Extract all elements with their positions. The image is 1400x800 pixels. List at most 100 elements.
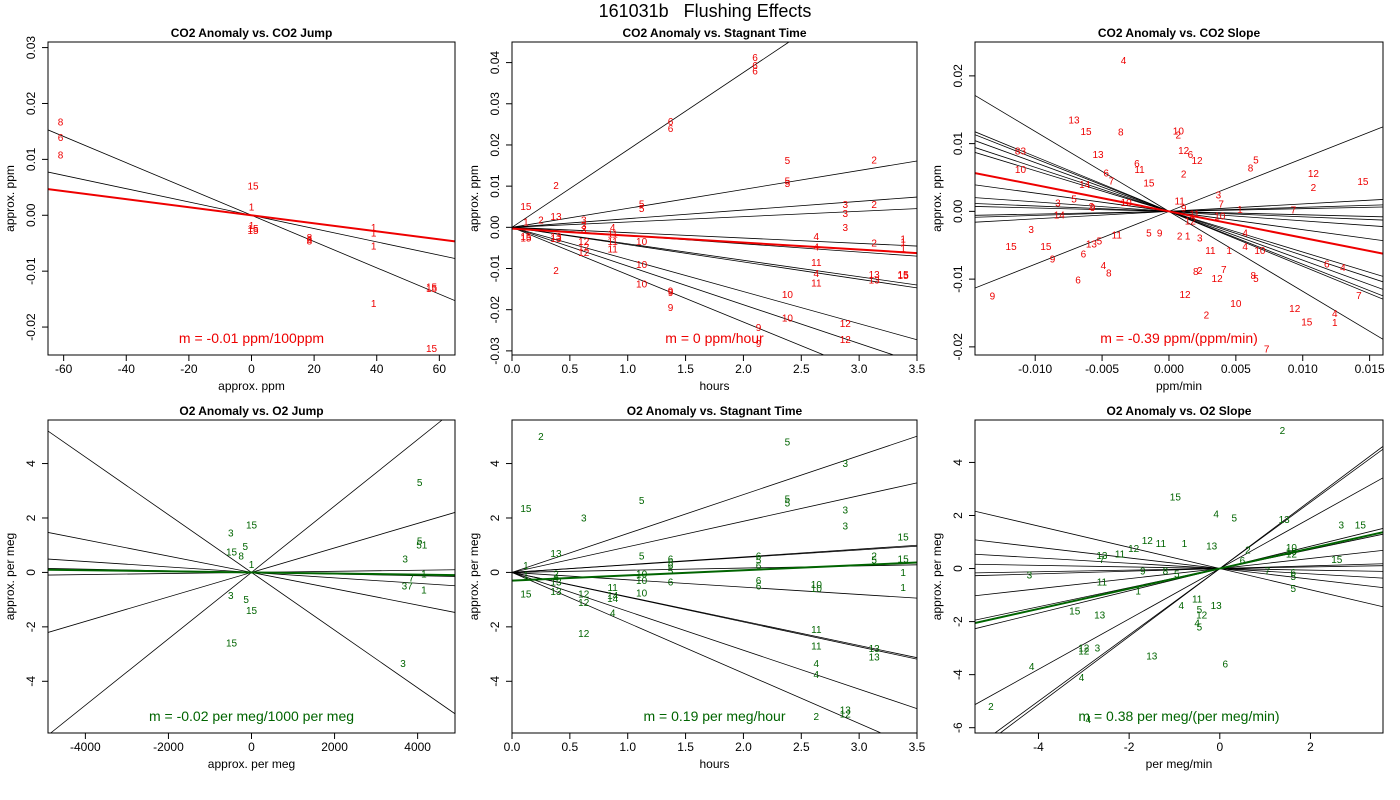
point-label: 7 <box>1221 265 1227 276</box>
point-label: 5 <box>243 595 249 606</box>
point-label: 5 <box>1097 237 1103 248</box>
point-label: 8 <box>238 552 244 563</box>
y-tick-label: -2 <box>488 621 502 632</box>
point-label: 11 <box>607 583 618 594</box>
point-label: 13 <box>869 652 881 663</box>
point-label: 5 <box>1232 514 1238 525</box>
point-label: 9 <box>1050 254 1056 265</box>
point-label: 4 <box>1213 510 1219 521</box>
point-label: 9 <box>1140 567 1146 578</box>
point-label: 1 <box>421 586 427 597</box>
y-tick-label: 2 <box>488 514 502 521</box>
regression-line <box>975 152 1383 277</box>
point-label: 1 <box>523 217 529 228</box>
point-label: 5 <box>1290 584 1296 595</box>
point-label: 6 <box>1075 275 1081 286</box>
y-axis-label: approx. per meg <box>930 533 944 620</box>
point-label: 10 <box>636 569 648 580</box>
x-tick-label: 0.010 <box>1288 362 1318 376</box>
point-label: 5 <box>668 558 674 569</box>
point-label: 4 <box>1340 263 1346 274</box>
y-tick-label: -4 <box>488 676 502 687</box>
x-tick-label: 2000 <box>321 740 348 754</box>
point-label: 2 <box>871 156 877 167</box>
point-label: 5 <box>1197 605 1203 616</box>
point-label: 12 <box>1179 290 1191 301</box>
x-tick-label: 0 <box>248 740 255 754</box>
point-label: 13 <box>550 232 562 243</box>
x-tick-label: 20 <box>307 362 321 376</box>
point-label: 9 <box>1157 229 1163 240</box>
point-label: 6 <box>1103 168 1109 179</box>
point-label: 13 <box>550 234 562 245</box>
regression-line <box>994 448 1383 733</box>
point-label: 6 <box>752 53 758 64</box>
point-label: 7 <box>1099 555 1105 566</box>
regression-line <box>975 95 1383 340</box>
point-label: 2 <box>1197 266 1203 277</box>
y-tick-label: 2 <box>951 512 965 519</box>
y-tick-label: -0.02 <box>24 313 38 341</box>
point-label: 7 <box>1264 344 1270 355</box>
y-axis-label: approx. per meg <box>3 533 17 620</box>
point-label: 6 <box>756 561 762 572</box>
regression-line <box>512 208 917 228</box>
point-label: 10 <box>1173 126 1185 137</box>
panel-title: O2 Anomaly vs. O2 Slope <box>1107 404 1252 418</box>
point-label: 4 <box>814 659 820 670</box>
y-tick-label: -0.02 <box>488 296 502 324</box>
regression-line <box>975 477 1383 705</box>
point-label: 83 <box>1015 147 1027 158</box>
point-label: 1 <box>249 221 255 232</box>
point-label: 3 <box>228 528 234 539</box>
point-label: 15 <box>426 284 438 295</box>
plot-frame <box>47 419 456 734</box>
point-label: 3 <box>842 200 848 211</box>
point-label: 10 <box>1121 198 1133 209</box>
point-label: 11 <box>1205 246 1216 257</box>
point-label: 6 <box>668 124 674 135</box>
point-label: 5 <box>785 156 791 167</box>
point-label: 9 <box>668 303 674 314</box>
point-label: 15 <box>1069 606 1081 617</box>
y-tick-label: 0.03 <box>488 92 502 116</box>
slope-annotation: m = 0 ppm/hour <box>665 330 764 346</box>
point-label: 2 <box>871 552 877 563</box>
x-tick-label: 4000 <box>404 740 431 754</box>
point-label: 6 <box>1188 150 1194 161</box>
x-tick-label: -2000 <box>153 740 184 754</box>
point-label: 11 <box>1115 549 1126 560</box>
point-label: 8 <box>307 233 313 244</box>
point-label: 1 <box>371 299 377 310</box>
slope-annotation: m = 0.38 per meg/(per meg/min) <box>1078 708 1279 724</box>
point-label: 3 <box>581 513 587 524</box>
point-label: 3 <box>1095 644 1101 655</box>
point-label: 15 <box>1006 242 1018 253</box>
x-tick-label: 3.5 <box>909 362 926 376</box>
point-label: 8 <box>1193 267 1199 278</box>
point-label: 15 <box>1040 242 1052 253</box>
point-label: 10 <box>811 584 823 595</box>
point-label: 14 <box>607 591 619 602</box>
panel-title: CO2 Anomaly vs. CO2 Jump <box>171 26 333 40</box>
y-tick-label: 0.02 <box>24 91 38 115</box>
y-tick-label: -0.01 <box>951 265 965 293</box>
point-label: 10 <box>1230 299 1242 310</box>
fit-line <box>975 531 1383 624</box>
point-label: 2 <box>1177 231 1183 242</box>
point-label: 3 <box>842 505 848 516</box>
point-label: 37 <box>402 582 414 593</box>
x-tick-label: 0 <box>248 362 255 376</box>
panel-6: O2 Anomaly vs. O2 Slope per meg/min approx… <box>930 404 1384 771</box>
point-label: 11 <box>607 229 618 240</box>
point-label: 12 <box>1308 169 1320 180</box>
point-label: 10 <box>1286 547 1298 558</box>
point-label: 12 <box>1286 549 1298 560</box>
y-tick-label: 0.02 <box>951 64 965 88</box>
point-label: 5 <box>242 542 248 553</box>
plot-frame <box>511 419 918 734</box>
point-label: 7 <box>1109 176 1115 187</box>
